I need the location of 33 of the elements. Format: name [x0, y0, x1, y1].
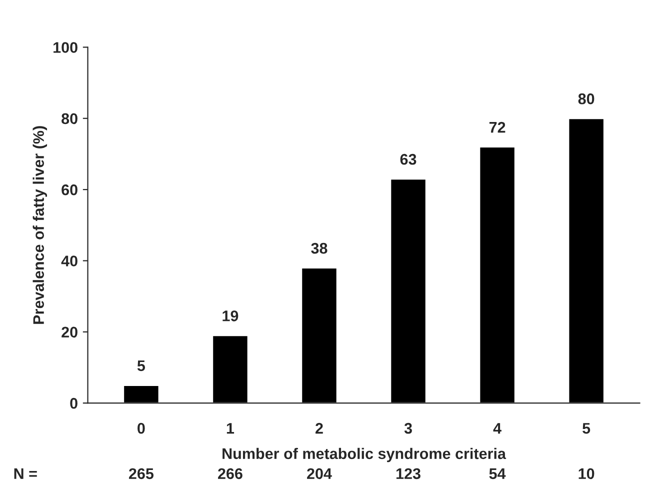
bar: [478, 146, 516, 404]
text: 266: [218, 468, 242, 480]
bar: [300, 267, 338, 404]
text: 204: [307, 468, 332, 480]
text: 265: [128, 468, 154, 480]
data-label: 5: [137, 360, 146, 372]
data-label: 63: [400, 154, 416, 165]
bar: [122, 384, 160, 404]
x-tick-label: 2: [316, 422, 323, 434]
data-label: 19: [222, 310, 238, 322]
x-tick-label: 3: [404, 422, 412, 434]
y-axis-title: Prevalence of fatty liver (%): [32, 126, 48, 324]
bar: [212, 334, 249, 404]
text: 54: [489, 468, 506, 480]
data-label: 38: [311, 242, 328, 254]
y-tick-label: 20: [62, 326, 78, 338]
x-axis-title: Number of metabolic syndrome criteria: [222, 448, 506, 462]
text: N =: [14, 468, 37, 479]
data-label: 80: [578, 93, 594, 104]
y-tick-label: 0: [70, 398, 78, 409]
y-tick-label: 80: [62, 113, 78, 124]
y-tick-label: 40: [61, 256, 78, 266]
x-tick-label: 5: [582, 423, 590, 434]
text: 10: [578, 468, 594, 480]
bar: [568, 118, 605, 404]
bar: [390, 178, 427, 404]
y-tick-label: 100: [54, 42, 78, 53]
y-tick-label: 60: [62, 184, 78, 196]
x-tick-label: 1: [226, 423, 234, 434]
data-label: 72: [489, 122, 506, 133]
text: 123: [396, 468, 420, 480]
x-tick-label: 0: [138, 422, 145, 434]
x-tick-label: 4: [493, 423, 502, 434]
